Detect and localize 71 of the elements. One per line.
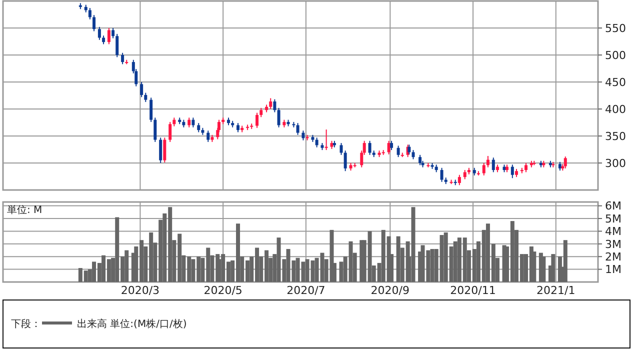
candlestick [150,97,153,122]
bar [124,250,129,282]
y-tick-label: 2M [605,250,622,264]
candlestick [192,117,195,128]
candlestick [273,98,276,113]
candlestick [256,112,259,128]
candlestick [260,107,263,118]
candlestick [206,130,210,142]
candlestick [116,33,119,58]
candlestick [197,122,200,133]
y-tick-label: 450 [605,76,626,89]
x-tick-label: 2020/7 [286,284,326,297]
candlestick [88,8,92,20]
bar [453,241,458,282]
candlestick [140,82,144,98]
x-tick-label: 2020/3 [120,284,160,297]
y-tick-label: 550 [605,22,626,35]
candlestick [154,117,157,142]
candlestick [236,122,240,133]
y-tick-label: 1M [605,263,622,276]
candlestick [368,140,372,156]
candlestick [463,170,466,180]
candlestick [296,122,300,136]
candlestick [107,28,110,45]
candlestick [98,26,101,40]
candlestick [390,140,394,151]
bar [542,256,546,282]
candlestick [112,28,115,39]
candlestick [418,154,422,166]
candlestick [458,174,461,186]
candlestick [482,162,486,176]
candlestick [163,137,166,163]
candlestick [396,145,400,158]
y-tick-label: 6M [605,200,622,213]
candlestick [524,162,528,173]
y-tick-label: 300 [605,156,626,170]
candlestick [492,157,495,173]
candlestick [344,150,347,172]
candlestick [159,137,162,164]
candlestick [315,137,318,148]
annotation: 単位: M [7,204,42,216]
legend-label: 出来高 単位:(M株/口/枚) [77,318,187,330]
bar [430,248,434,282]
bar [396,236,400,282]
y-tick-label: 350 [605,130,626,143]
x-tick-label: 2020/5 [204,284,242,297]
candlestick [486,155,490,168]
x-tick-label: 2021/1 [536,284,576,297]
candlestick [412,150,415,160]
candlestick [324,129,328,151]
candlestick [564,156,567,169]
bar [551,254,556,282]
candlestick [269,98,272,110]
candlestick [144,92,148,102]
y-tick-label: 5M [605,212,622,226]
candlestick [92,14,96,32]
y-tick-label: 500 [605,48,626,62]
candlestick [168,121,172,142]
legend-title: 下段： [11,318,41,330]
x-tick-label: 2020/11 [450,284,496,297]
candlestick [302,130,305,141]
candlestick [510,164,514,179]
candlestick [440,167,444,182]
x-tick-label: 2020/9 [370,284,410,297]
candlestick [188,117,191,128]
y-tick-label: 3M [605,238,622,251]
candlestick [340,142,343,156]
y-tick-label: 4M [605,225,622,238]
candlestick [121,52,124,65]
y-tick-label: 400 [605,102,626,116]
candlestick [277,107,280,128]
